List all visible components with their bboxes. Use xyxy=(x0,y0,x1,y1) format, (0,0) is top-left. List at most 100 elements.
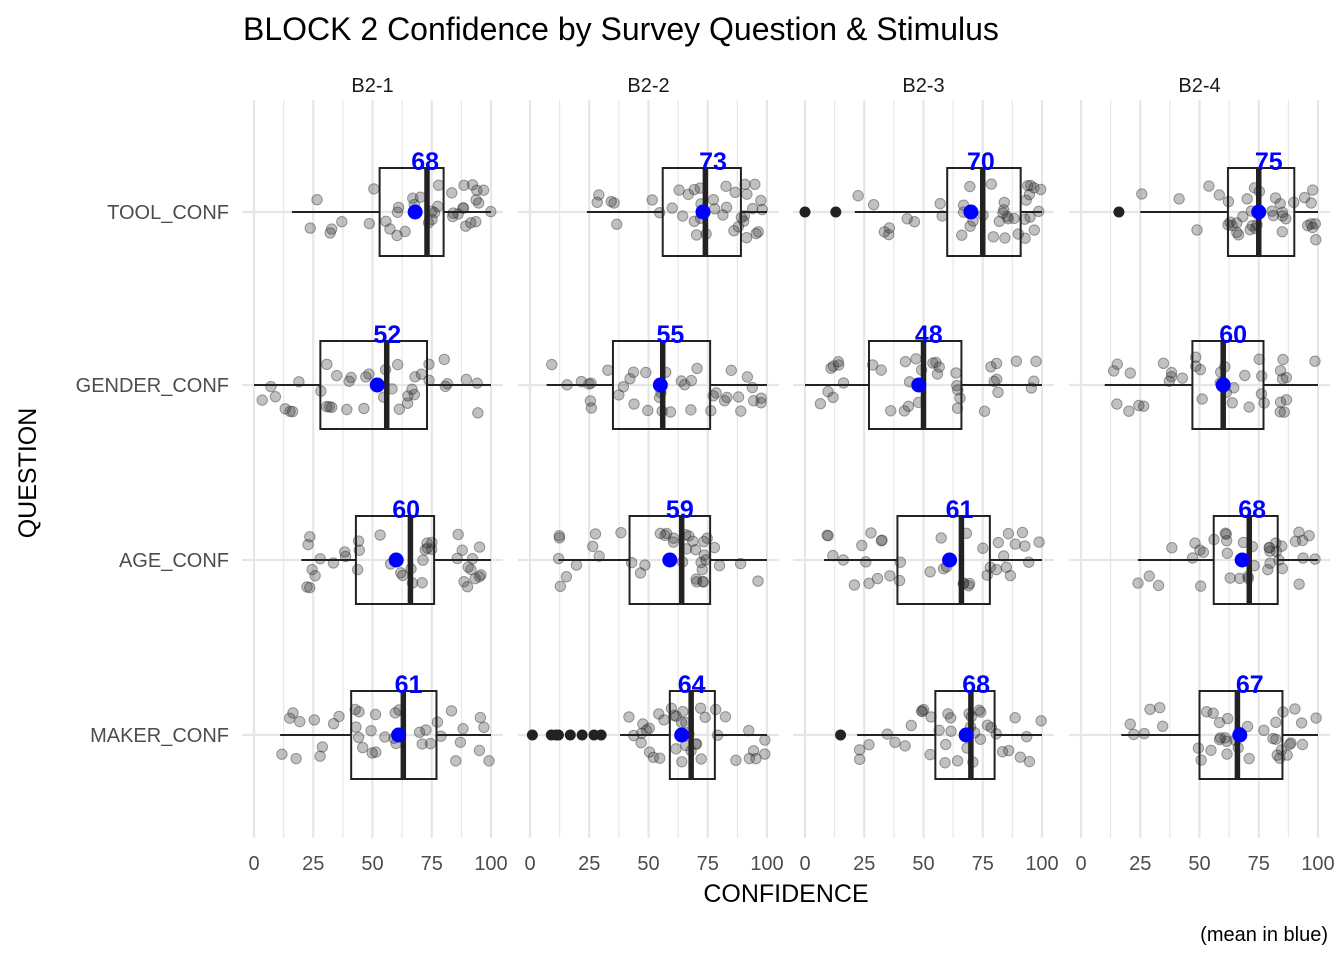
data-point xyxy=(304,581,316,594)
data-point xyxy=(964,180,976,193)
mean-point xyxy=(407,204,423,220)
data-point xyxy=(678,379,691,391)
data-point xyxy=(827,391,839,404)
mean-point xyxy=(1215,377,1231,393)
data-point xyxy=(871,572,884,585)
x-tick-label: 50 xyxy=(1188,853,1210,875)
data-point xyxy=(1237,210,1249,223)
data-point xyxy=(1194,544,1206,556)
data-point xyxy=(865,527,877,539)
data-point xyxy=(685,374,698,387)
data-point xyxy=(1020,194,1032,206)
data-point xyxy=(1274,396,1287,408)
data-point xyxy=(1165,371,1178,383)
mean-point xyxy=(1234,552,1250,568)
data-point xyxy=(710,387,722,399)
data-point xyxy=(330,369,343,382)
data-point xyxy=(1283,738,1296,751)
data-point xyxy=(457,202,470,214)
data-point xyxy=(1002,213,1014,225)
data-point xyxy=(306,563,318,576)
data-point xyxy=(750,227,762,240)
data-point xyxy=(1157,357,1170,370)
data-point xyxy=(365,724,377,737)
mean-label: 64 xyxy=(678,671,706,699)
data-point xyxy=(933,724,945,736)
data-point xyxy=(685,404,697,416)
data-point xyxy=(343,375,355,387)
mean-label: 68 xyxy=(1238,496,1266,524)
data-point xyxy=(465,563,477,576)
data-point xyxy=(624,373,636,385)
data-point xyxy=(421,537,433,549)
data-point xyxy=(827,360,840,372)
data-point xyxy=(695,753,707,765)
data-point xyxy=(746,381,759,394)
data-point xyxy=(1264,557,1276,569)
data-point xyxy=(1264,545,1276,557)
data-point xyxy=(739,178,751,191)
data-point xyxy=(720,201,733,214)
data-point xyxy=(287,707,299,719)
data-point xyxy=(696,563,708,576)
data-point xyxy=(1163,375,1176,387)
data-point xyxy=(552,552,565,565)
iqr-box xyxy=(867,340,963,430)
data-point xyxy=(735,405,747,417)
x-tick-label: 100 xyxy=(474,853,507,875)
iqr-box xyxy=(1212,515,1279,605)
data-point xyxy=(730,754,742,767)
data-point xyxy=(471,184,483,196)
data-point xyxy=(721,391,733,404)
data-point xyxy=(423,358,435,370)
mean-point xyxy=(1232,727,1248,743)
data-point xyxy=(899,740,911,752)
data-point xyxy=(852,190,864,202)
data-point xyxy=(717,209,729,221)
data-point xyxy=(1136,188,1148,200)
y-tick-label: TOOL_CONF xyxy=(107,202,229,224)
data-point xyxy=(456,544,468,556)
data-point xyxy=(1226,397,1238,409)
data-point xyxy=(1165,366,1178,379)
data-point xyxy=(406,383,418,396)
data-point xyxy=(734,557,747,570)
boxplot-maker-conf: 64 xyxy=(526,671,771,780)
data-point xyxy=(1224,572,1236,584)
mean-label: 59 xyxy=(666,496,694,524)
data-point xyxy=(416,577,428,589)
data-point xyxy=(867,198,880,211)
data-point xyxy=(401,397,414,409)
data-point xyxy=(450,755,462,767)
data-point xyxy=(642,404,654,417)
data-point xyxy=(952,384,964,396)
data-point xyxy=(915,705,928,717)
data-point xyxy=(688,215,701,228)
data-point xyxy=(1009,538,1022,550)
y-axis-title: QUESTION xyxy=(14,408,42,539)
data-point xyxy=(417,554,429,566)
data-point xyxy=(848,579,861,591)
data-point xyxy=(1305,197,1317,209)
iqr-box xyxy=(896,515,991,605)
data-point xyxy=(1222,712,1234,725)
data-point xyxy=(1189,537,1201,549)
x-tick-label: 75 xyxy=(421,853,443,875)
data-point xyxy=(349,703,361,716)
data-point xyxy=(585,402,598,414)
data-point xyxy=(695,556,707,569)
outlier-point xyxy=(595,729,607,741)
data-point xyxy=(457,723,469,735)
data-point xyxy=(1111,398,1123,410)
data-point xyxy=(554,580,567,592)
data-point xyxy=(833,359,845,371)
data-point xyxy=(856,539,868,552)
data-point xyxy=(942,708,954,720)
data-point xyxy=(327,718,340,730)
mean-label: 73 xyxy=(699,148,727,176)
data-point xyxy=(451,552,463,565)
data-point xyxy=(1243,401,1255,413)
x-tick-label: 50 xyxy=(637,853,659,875)
data-point xyxy=(1144,703,1156,715)
boxplot-maker-conf: 67 xyxy=(1121,671,1322,780)
